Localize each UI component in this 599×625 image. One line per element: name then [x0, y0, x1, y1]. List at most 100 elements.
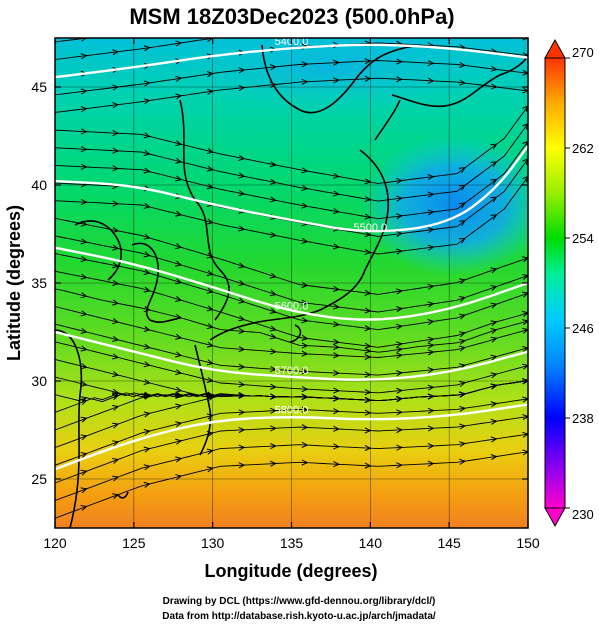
y-tick-label: 45: [31, 79, 47, 95]
streamline-arrow: [396, 444, 404, 451]
x-tick-label: 150: [516, 535, 540, 551]
streamline-arrow: [80, 345, 88, 352]
streamline-arrow: [333, 59, 340, 66]
streamline-arrow: [175, 157, 183, 164]
streamline-arrow: [427, 244, 435, 251]
streamline-arrow: [175, 243, 183, 250]
streamline-arrow: [206, 392, 214, 399]
streamline-arrow: [238, 328, 246, 335]
streamline-arrow: [522, 363, 528, 370]
streamline: [55, 235, 528, 313]
streamline-arrow: [427, 443, 435, 450]
streamline-arrow: [364, 307, 372, 314]
streamline-arrow: [206, 252, 214, 259]
streamline-arrow: [490, 454, 498, 461]
streamline-arrow: [522, 38, 528, 41]
streamline-arrow: [269, 366, 277, 373]
x-axis-ticks: 120 125 130 135 140 145 150: [43, 38, 540, 551]
map-title: MSM 18Z03Dec2023 (500.0hPa): [129, 4, 454, 29]
streamline-arrow: [143, 306, 151, 313]
streamline-arrow: [269, 178, 277, 185]
streamline-arrow: [175, 140, 183, 147]
streamline-arrow: [80, 396, 88, 403]
streamline-arrow: [81, 38, 88, 42]
streamline-arrow: [458, 184, 466, 191]
streamline-arrow: [238, 190, 246, 197]
streamline-arrow: [427, 342, 435, 349]
y-tick-label: 35: [31, 275, 47, 291]
streamline-arrow: [333, 387, 340, 394]
streamline-arrow: [175, 296, 183, 303]
streamline-arrow: [80, 487, 88, 494]
streamline-arrow: [112, 49, 120, 56]
streamline-arrow: [269, 383, 277, 390]
streamline-arrow: [301, 202, 309, 209]
streamline-arrow: [522, 274, 528, 280]
streamline-arrow: [80, 53, 88, 60]
streamline-arrow: [175, 421, 183, 428]
streamline-arrow: [427, 209, 435, 216]
streamline-arrow: [522, 449, 528, 456]
streamline-arrow: [80, 416, 88, 423]
streamline-arrow: [80, 380, 88, 387]
streamline-arrow: [458, 338, 467, 345]
colorbar: 270 262 254 246 238 230: [544, 38, 594, 528]
streamline-arrow: [490, 328, 498, 334]
streamline-arrow: [458, 220, 466, 226]
lat-lon-grid: [55, 38, 528, 528]
streamline: [55, 359, 528, 402]
streamline-arrow: [206, 183, 214, 190]
streamline-arrow: [490, 65, 498, 72]
streamline-arrow: [238, 297, 246, 304]
streamline-arrow: [238, 280, 246, 287]
streamline-arrow: [112, 147, 120, 154]
streamline-arrow: [490, 436, 498, 443]
streamline-arrow: [459, 423, 467, 430]
streamline-arrow: [364, 389, 372, 396]
streamline-arrow: [112, 371, 120, 378]
streamline-arrow: [364, 444, 372, 452]
streamline-arrow: [269, 290, 277, 297]
streamline-arrow: [427, 77, 435, 84]
colorbar-tick-label: 270: [572, 45, 594, 60]
x-tick-label: 135: [280, 535, 304, 551]
streamline-arrow: [396, 426, 404, 434]
streamline-arrow: [301, 281, 309, 289]
streamline-arrow: [175, 210, 183, 217]
streamline-arrow: [112, 457, 120, 464]
streamline-arrow: [238, 172, 246, 179]
streamline-arrow: [301, 406, 309, 413]
streamline-arrow: [522, 158, 528, 165]
streamline-arrow: [175, 333, 183, 340]
streamline-arrow: [427, 301, 435, 308]
streamline-arrow: [143, 98, 151, 105]
streamline-arrow: [270, 407, 277, 414]
streamline-arrow: [522, 17, 528, 22]
streamline-arrow: [396, 213, 404, 220]
streamline-arrow: [112, 102, 120, 109]
streamline-arrow: [522, 291, 528, 298]
streamline-arrow: [396, 58, 404, 65]
streamline-arrow: [80, 128, 88, 135]
streamline-arrow: [396, 306, 404, 313]
streamline-arrow: [238, 67, 246, 74]
streamline-arrow: [143, 132, 151, 139]
streamline-arrow: [238, 84, 246, 92]
height-contour-label: 5800.0: [275, 404, 309, 416]
streamline-arrow: [112, 493, 120, 500]
streamline-arrow: [206, 448, 214, 455]
streamline-arrow: [238, 426, 246, 434]
streamline: [55, 288, 528, 353]
streamline-arrow: [238, 444, 246, 451]
streamline: [55, 60, 528, 96]
height-contour-label: 5700.0: [275, 365, 309, 377]
streamline-arrow: [458, 345, 467, 352]
streamline-arrow: [269, 161, 277, 168]
x-axis-label: Longitude (degrees): [204, 561, 377, 581]
streamline-arrow: [301, 350, 309, 357]
streamline-arrow: [80, 256, 88, 263]
streamline-arrow: [238, 462, 246, 469]
streamline-arrow: [364, 289, 372, 296]
height-contour-label: 5500.0: [354, 222, 388, 234]
streamline-arrow: [301, 424, 309, 431]
